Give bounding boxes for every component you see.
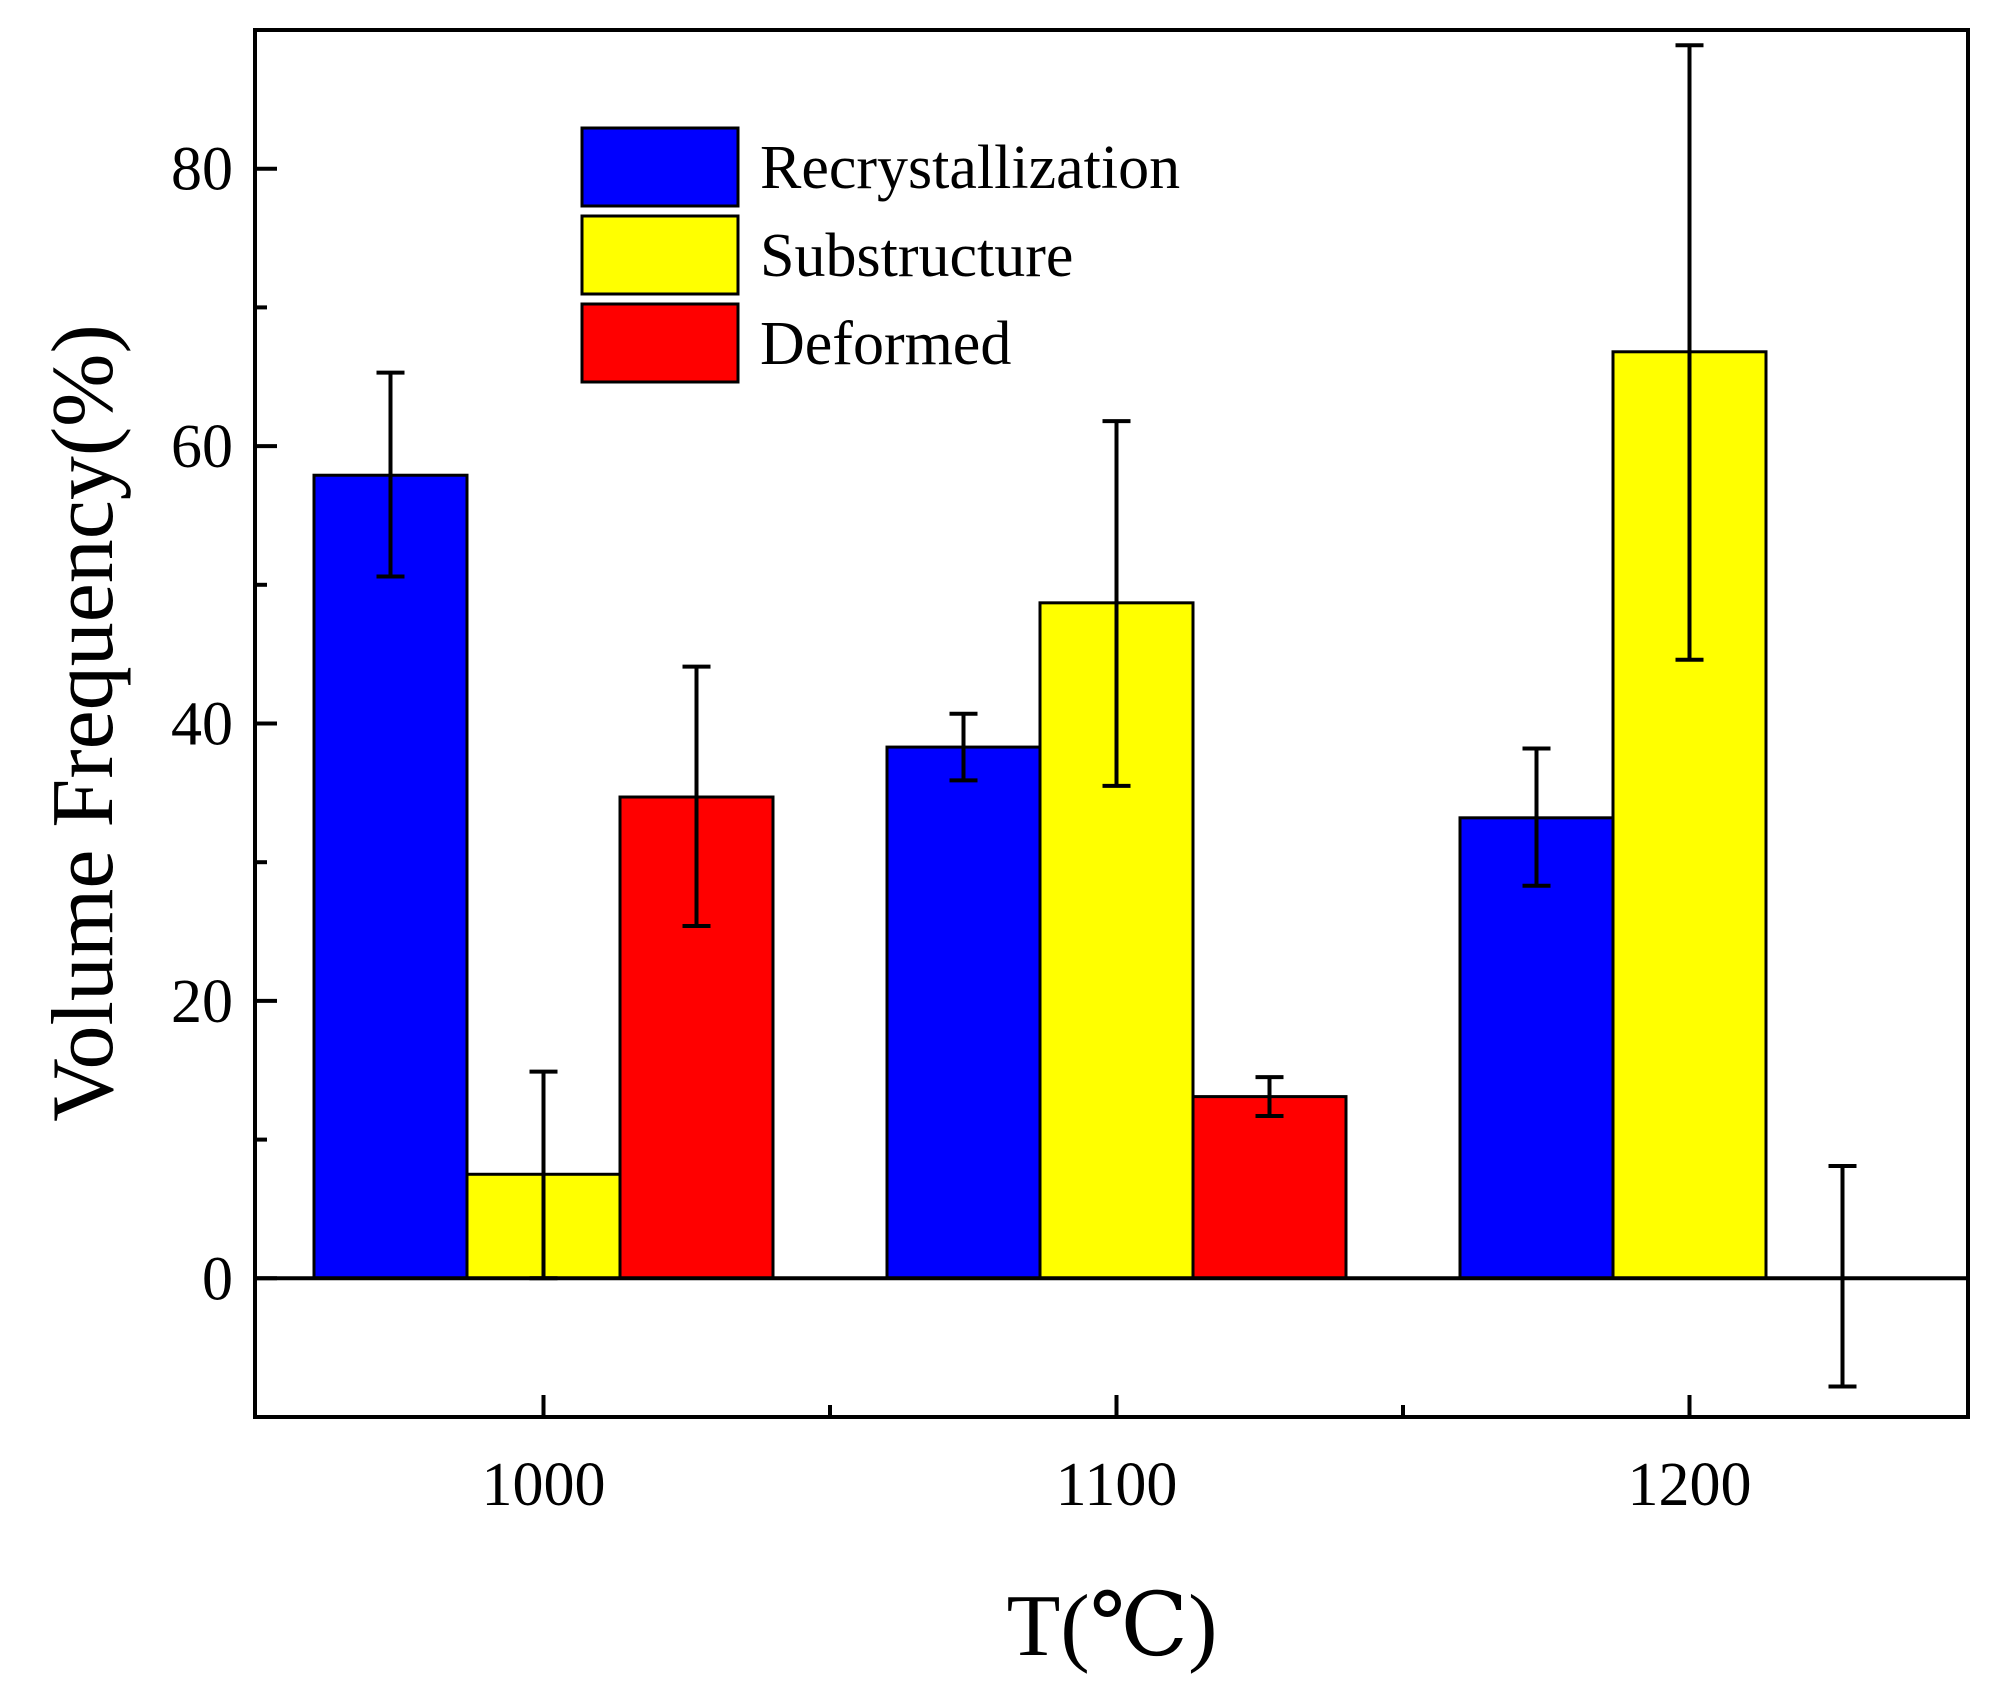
y-axis: 0 20 40 60 80	[171, 28, 277, 1419]
error-bar-recrystallization-1100	[949, 711, 978, 783]
error-bar-deformed-1100	[1255, 1075, 1284, 1119]
error-bar-substructure-1100	[1102, 419, 1131, 788]
legend: Recrystallization Substructure Deformed	[580, 126, 1180, 384]
y-tick-label: 0	[202, 1245, 233, 1313]
error-bar-recrystallization-1000	[376, 370, 405, 579]
legend-item-deformed: Deformed	[580, 302, 1011, 384]
legend-label: Recrystallization	[760, 134, 1180, 202]
legend-label: Substructure	[760, 222, 1073, 290]
legend-swatch	[580, 214, 740, 296]
legend-label: Deformed	[760, 310, 1011, 378]
y-tick-label: 20	[171, 968, 233, 1036]
bar-recrystallization-1100	[885, 745, 1042, 1280]
x-tick-label: 1000	[482, 1451, 606, 1519]
x-tick-label: 1200	[1628, 1451, 1752, 1519]
y-tick-label: 80	[171, 136, 233, 204]
x-axis: 1000 1100 1200	[482, 1395, 1752, 1519]
legend-item-recrystallization: Recrystallization	[580, 126, 1180, 208]
legend-swatch	[580, 126, 740, 208]
legend-item-substructure: Substructure	[580, 214, 1073, 296]
y-tick-label: 60	[171, 413, 233, 481]
bar-recrystallization-1000	[312, 473, 469, 1280]
x-tick-label: 1100	[1056, 1451, 1178, 1519]
x-axis-title: T(℃)	[1007, 1578, 1218, 1675]
error-bar-deformed-1000	[682, 664, 711, 929]
error-bar-substructure-1200	[1675, 43, 1704, 662]
bars-layer	[312, 350, 1768, 1280]
y-tick-label: 40	[171, 691, 233, 759]
error-bar-recrystallization-1200	[1522, 746, 1551, 888]
errorbars-layer	[376, 43, 1857, 1389]
y-axis-title: Volume Frequency(%)	[35, 324, 132, 1122]
legend-swatch	[580, 302, 740, 384]
error-bar-deformed-1200	[1828, 1163, 1857, 1389]
bar-deformed-1100	[1191, 1095, 1348, 1280]
